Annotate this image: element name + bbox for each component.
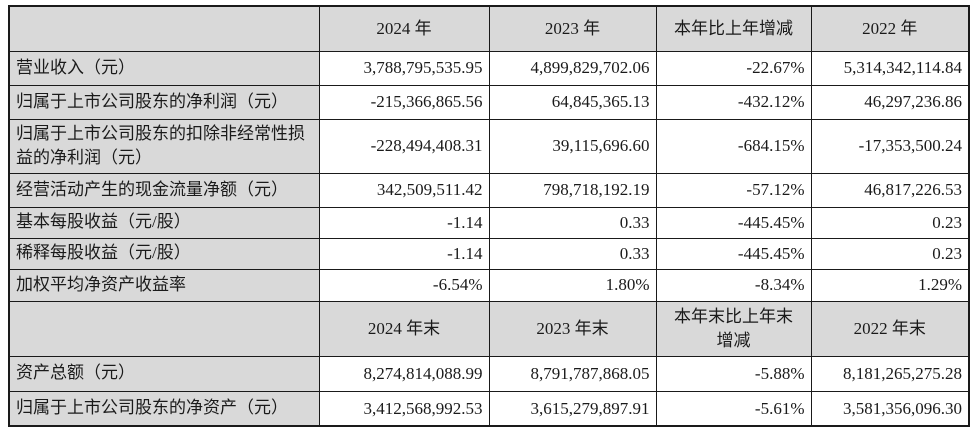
row-label: 经营活动产生的现金流量净额（元） [8,172,320,208]
col-header-2023: 2023 年 [488,5,657,52]
table-row-net-assets: 归属于上市公司股东的净资产（元） 3,412,568,992.53 3,615,… [8,390,970,427]
table-row-total-assets: 资产总额（元） 8,274,814,088.99 8,791,787,868.0… [8,355,970,392]
value-2024: -6.54% [318,268,490,302]
row-label: 营业收入（元） [8,50,320,86]
value-2023: 0.33 [488,237,657,270]
value-2024: 3,412,568,992.53 [318,390,490,427]
col-header-2023-yearend: 2023 年末 [488,300,657,357]
period-header-row: 2024 年 2023 年 本年比上年增减 2022 年 [8,5,970,52]
value-2022: 8,181,265,275.28 [810,355,970,392]
table-row-weighted-roe: 加权平均净资产收益率 -6.54% 1.80% -8.34% 1.29% [8,268,970,302]
value-2024: -228,494,408.31 [318,118,490,174]
value-yoy-change: -5.88% [655,355,812,392]
corner-cell [8,300,320,357]
value-2023: 1.80% [488,268,657,302]
key-financials-table: 2024 年 2023 年 本年比上年增减 2022 年 营业收入（元） 3,7… [8,5,970,428]
value-yoy-change: -5.61% [655,390,812,427]
value-2024: 3,788,795,535.95 [318,50,490,86]
value-2023: 3,615,279,897.91 [488,390,657,427]
row-label: 归属于上市公司股东的净利润（元） [8,84,320,120]
value-yoy-change: -684.15% [655,118,812,174]
value-2024: 8,274,814,088.99 [318,355,490,392]
value-2022: 5,314,342,114.84 [810,50,970,86]
table-row-basic-eps: 基本每股收益（元/股） -1.14 0.33 -445.45% 0.23 [8,206,970,239]
table-row-net-profit-excl-nonrecurring: 归属于上市公司股东的扣除非经常性损益的净利润（元） -228,494,408.3… [8,118,970,174]
value-yoy-change: -445.45% [655,237,812,270]
value-2024: -1.14 [318,206,490,239]
row-label: 基本每股收益（元/股） [8,206,320,239]
value-2023: 8,791,787,868.05 [488,355,657,392]
value-yoy-change: -8.34% [655,268,812,302]
value-2022: 46,817,226.53 [810,172,970,208]
row-label: 归属于上市公司股东的扣除非经常性损益的净利润（元） [8,118,320,174]
value-2024: -215,366,865.56 [318,84,490,120]
table-row-operating-cash-flow: 经营活动产生的现金流量净额（元） 342,509,511.42 798,718,… [8,172,970,208]
value-yoy-change: -445.45% [655,206,812,239]
table-row-net-profit: 归属于上市公司股东的净利润（元） -215,366,865.56 64,845,… [8,84,970,120]
value-yoy-change: -57.12% [655,172,812,208]
value-2023: 64,845,365.13 [488,84,657,120]
value-2024: -1.14 [318,237,490,270]
value-2022: 1.29% [810,268,970,302]
value-2022: 46,297,236.86 [810,84,970,120]
value-yoy-change: -22.67% [655,50,812,86]
row-label: 加权平均净资产收益率 [8,268,320,302]
table-row-revenue: 营业收入（元） 3,788,795,535.95 4,899,829,702.0… [8,50,970,86]
value-2023: 39,115,696.60 [488,118,657,174]
row-label: 归属于上市公司股东的净资产（元） [8,390,320,427]
yearend-header-row: 2024 年末 2023 年末 本年末比上年末增减 2022 年末 [8,300,970,357]
col-header-yoy-change: 本年比上年增减 [655,5,812,52]
col-header-yearend-change: 本年末比上年末增减 [655,300,812,357]
value-2022: 3,581,356,096.30 [810,390,970,427]
value-2024: 342,509,511.42 [318,172,490,208]
value-2022: 0.23 [810,206,970,239]
row-label: 资产总额（元） [8,355,320,392]
col-header-2022: 2022 年 [810,5,970,52]
value-2023: 4,899,829,702.06 [488,50,657,86]
col-header-2024: 2024 年 [318,5,490,52]
table-row-diluted-eps: 稀释每股收益（元/股） -1.14 0.33 -445.45% 0.23 [8,237,970,270]
value-yoy-change: -432.12% [655,84,812,120]
row-label: 稀释每股收益（元/股） [8,237,320,270]
corner-cell [8,5,320,52]
value-2023: 798,718,192.19 [488,172,657,208]
col-header-2022-yearend: 2022 年末 [810,300,970,357]
col-header-2024-yearend: 2024 年末 [318,300,490,357]
value-2022: 0.23 [810,237,970,270]
value-2023: 0.33 [488,206,657,239]
value-2022: -17,353,500.24 [810,118,970,174]
